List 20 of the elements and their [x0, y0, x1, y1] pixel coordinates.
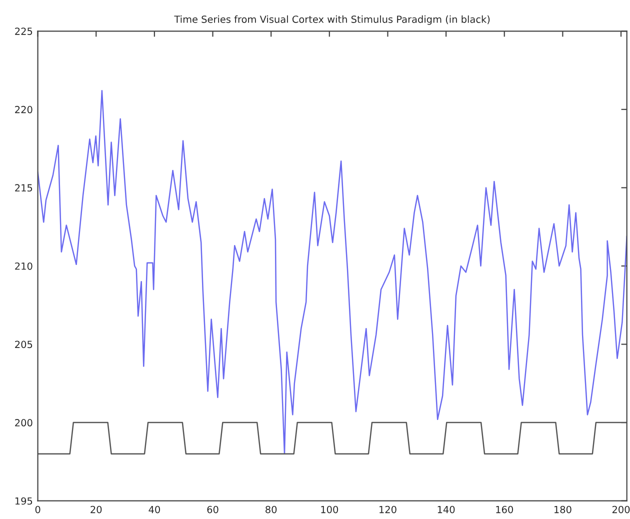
y-tick-label: 215 [15, 184, 32, 192]
x-tick-label: 140 [438, 506, 455, 514]
x-tick-label: 80 [266, 506, 277, 514]
x-tick-label: 200 [612, 506, 630, 514]
y-tick-label: 195 [15, 497, 32, 505]
y-tick-label: 220 [15, 106, 32, 114]
chart-title: Time Series from Visual Cortex with Stimulus Paradigm (in black) [174, 15, 490, 25]
x-tick-label: 0 [35, 506, 40, 514]
x-tick-label: 180 [554, 506, 572, 514]
x-tick-label: 20 [90, 506, 102, 514]
x-tick-label: 160 [496, 506, 514, 514]
y-tick-label: 200 [15, 419, 32, 426]
x-tick-label: 100 [321, 506, 338, 514]
y-tick-label: 210 [15, 262, 32, 270]
y-tick-label: 225 [15, 28, 32, 35]
x-tick-label: 40 [148, 506, 160, 514]
x-tick-label: 60 [207, 506, 218, 514]
line-series [38, 90, 627, 454]
y-tick-label: 205 [15, 340, 32, 348]
x-tick-label: 120 [380, 506, 396, 514]
